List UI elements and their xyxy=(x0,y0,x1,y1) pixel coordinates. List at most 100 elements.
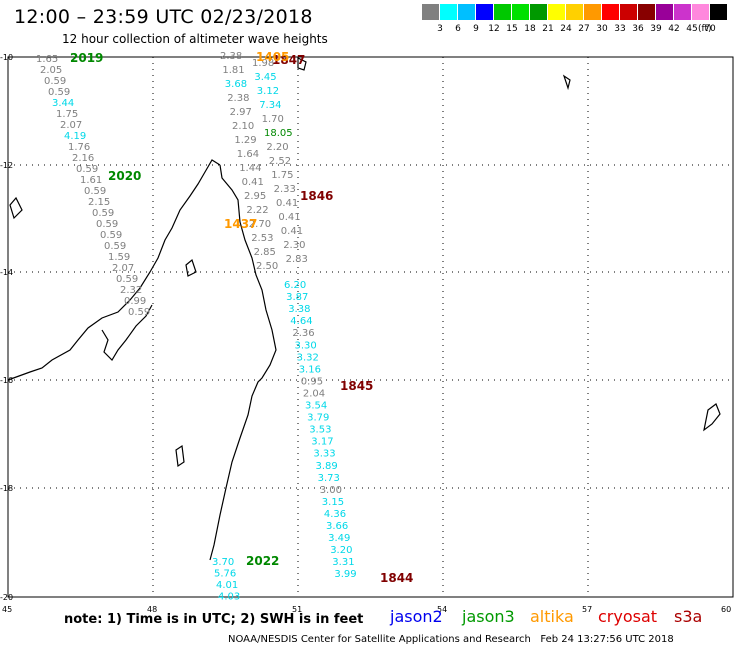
lat-label: -20 xyxy=(0,593,13,602)
swh-value: 2.30 xyxy=(283,240,305,251)
scale-label: 21 xyxy=(542,24,554,34)
lon-label: 45 xyxy=(2,605,12,614)
scale-swatch xyxy=(566,4,583,20)
swh-value: 2.83 xyxy=(286,254,308,265)
pass-time-labels: 1405 1437 2020 1846 1844 xyxy=(108,50,413,585)
map-frame xyxy=(7,56,734,598)
swh-value: 5.76 xyxy=(214,569,236,580)
swh-value: 3.49 xyxy=(328,533,350,544)
swh-value: 2.33 xyxy=(274,184,296,195)
lon-label: 51 xyxy=(292,605,302,614)
scale-label: 3 xyxy=(437,24,443,34)
swh-value: 3.32 xyxy=(297,352,319,363)
swh-value: 3.30 xyxy=(295,340,317,351)
swh-value: 0.59 xyxy=(44,76,66,87)
scale-label: 6 xyxy=(455,24,461,34)
swh-value: 2.53 xyxy=(251,233,273,244)
swh-value: 3.15 xyxy=(322,497,344,508)
swh-value: 3.17 xyxy=(311,437,333,448)
swh-value: 3.53 xyxy=(309,425,331,436)
swh-value: 3.70 xyxy=(212,557,234,568)
swh-value: 2.20 xyxy=(266,142,288,153)
swh-value: 2.07 xyxy=(60,120,82,131)
scale-label: 39 xyxy=(650,24,662,34)
scale-swatch xyxy=(602,4,619,20)
swh-value: 1.65 xyxy=(36,54,58,65)
pass-time-label: 1844 xyxy=(380,571,413,585)
lat-label: -14 xyxy=(0,268,13,277)
swh-value: 1.59 xyxy=(108,252,130,263)
swh-value: 1.98 xyxy=(252,58,274,69)
pass-time-label: 1846 xyxy=(300,189,333,203)
pass-time-label: 2022 xyxy=(246,554,279,568)
satellite-cryosat: cryosat xyxy=(598,607,658,626)
swh-value: 6.20 xyxy=(284,280,306,291)
swh-value: 3.12 xyxy=(257,86,279,97)
swh-value: 1.64 xyxy=(237,149,259,160)
scale-swatch xyxy=(494,4,511,20)
swh-value: 0.59 xyxy=(84,186,106,197)
swh-value: 2.50 xyxy=(256,261,278,272)
scale-label: 42 xyxy=(668,24,680,34)
scale-swatch xyxy=(458,4,475,20)
swh-value: 2.85 xyxy=(254,247,276,258)
swh-value: 3.16 xyxy=(299,364,321,375)
pass-time-label: 1845 xyxy=(340,379,373,393)
coastline xyxy=(7,57,721,561)
scale-label: 36 xyxy=(632,24,644,34)
swh-value: 0.59 xyxy=(76,164,98,175)
swh-value: 1.61 xyxy=(80,175,102,186)
swh-value: 0.59 xyxy=(116,274,138,285)
swh-value: 3.89 xyxy=(316,461,338,472)
scale-swatch xyxy=(620,4,637,20)
pass-time-label: 2019 xyxy=(70,51,103,65)
swh-value: 3.00 xyxy=(320,485,342,496)
swh-value: 1.75 xyxy=(271,170,293,181)
swh-value: 3.66 xyxy=(326,521,348,532)
swh-value: 2.97 xyxy=(230,107,252,118)
pass-time-label: 1847 xyxy=(272,53,305,67)
swh-value: 2.04 xyxy=(303,388,325,399)
lon-label: 60 xyxy=(721,605,731,614)
scale-swatch xyxy=(548,4,565,20)
satellite-jason3: jason3 xyxy=(462,607,515,626)
swh-value: 3.44 xyxy=(52,98,74,109)
swh-value: 0.59 xyxy=(128,307,150,318)
altimeter-tracks: 1.652.050.590.593.441.752.074.191.762.16… xyxy=(36,51,373,603)
pass-time-label: 1405 xyxy=(256,50,289,64)
swh-value: 0.41 xyxy=(276,198,298,209)
scale-label: 15 xyxy=(506,24,518,34)
pass-time-label: 1437 xyxy=(224,217,257,231)
swh-value: 2.95 xyxy=(244,191,266,202)
track-2022: 3.705.764.014.03 2022 xyxy=(212,554,279,603)
scale-label: 33 xyxy=(614,24,626,34)
swh-value: 7.34 xyxy=(259,100,281,111)
swh-value: 3.33 xyxy=(313,449,335,460)
swh-value: 2.16 xyxy=(72,153,94,164)
swh-value: 3.38 xyxy=(288,304,310,315)
swh-value: 3.73 xyxy=(318,473,340,484)
lat-label: -16 xyxy=(0,376,13,385)
track-2019: 1.652.050.590.593.441.752.074.191.762.16… xyxy=(36,51,150,318)
swh-value: 2.15 xyxy=(88,197,110,208)
swh-value: 2.07 xyxy=(112,263,134,274)
swh-value: 3.31 xyxy=(332,557,354,568)
swh-value: 3.20 xyxy=(330,545,352,556)
swh-value: 0.41 xyxy=(281,226,303,237)
swh-value: 4.64 xyxy=(290,316,312,327)
swh-value: 1.70 xyxy=(262,114,284,125)
scale-swatch xyxy=(692,4,709,20)
swh-value: 4.36 xyxy=(324,509,346,520)
scale-swatch xyxy=(710,4,727,20)
scale-swatch xyxy=(584,4,601,20)
swh-value: 1.81 xyxy=(222,65,244,76)
scale-swatch xyxy=(422,4,439,20)
scale-swatch xyxy=(476,4,493,20)
swh-value: 18.05 xyxy=(264,128,293,139)
scale-label: 30 xyxy=(596,24,608,34)
swh-value: 3.87 xyxy=(286,292,308,303)
scale-swatch xyxy=(674,4,691,20)
swh-value: 4.19 xyxy=(64,131,86,142)
swh-value: 0.59 xyxy=(104,241,126,252)
swh-value: 2.22 xyxy=(246,205,268,216)
